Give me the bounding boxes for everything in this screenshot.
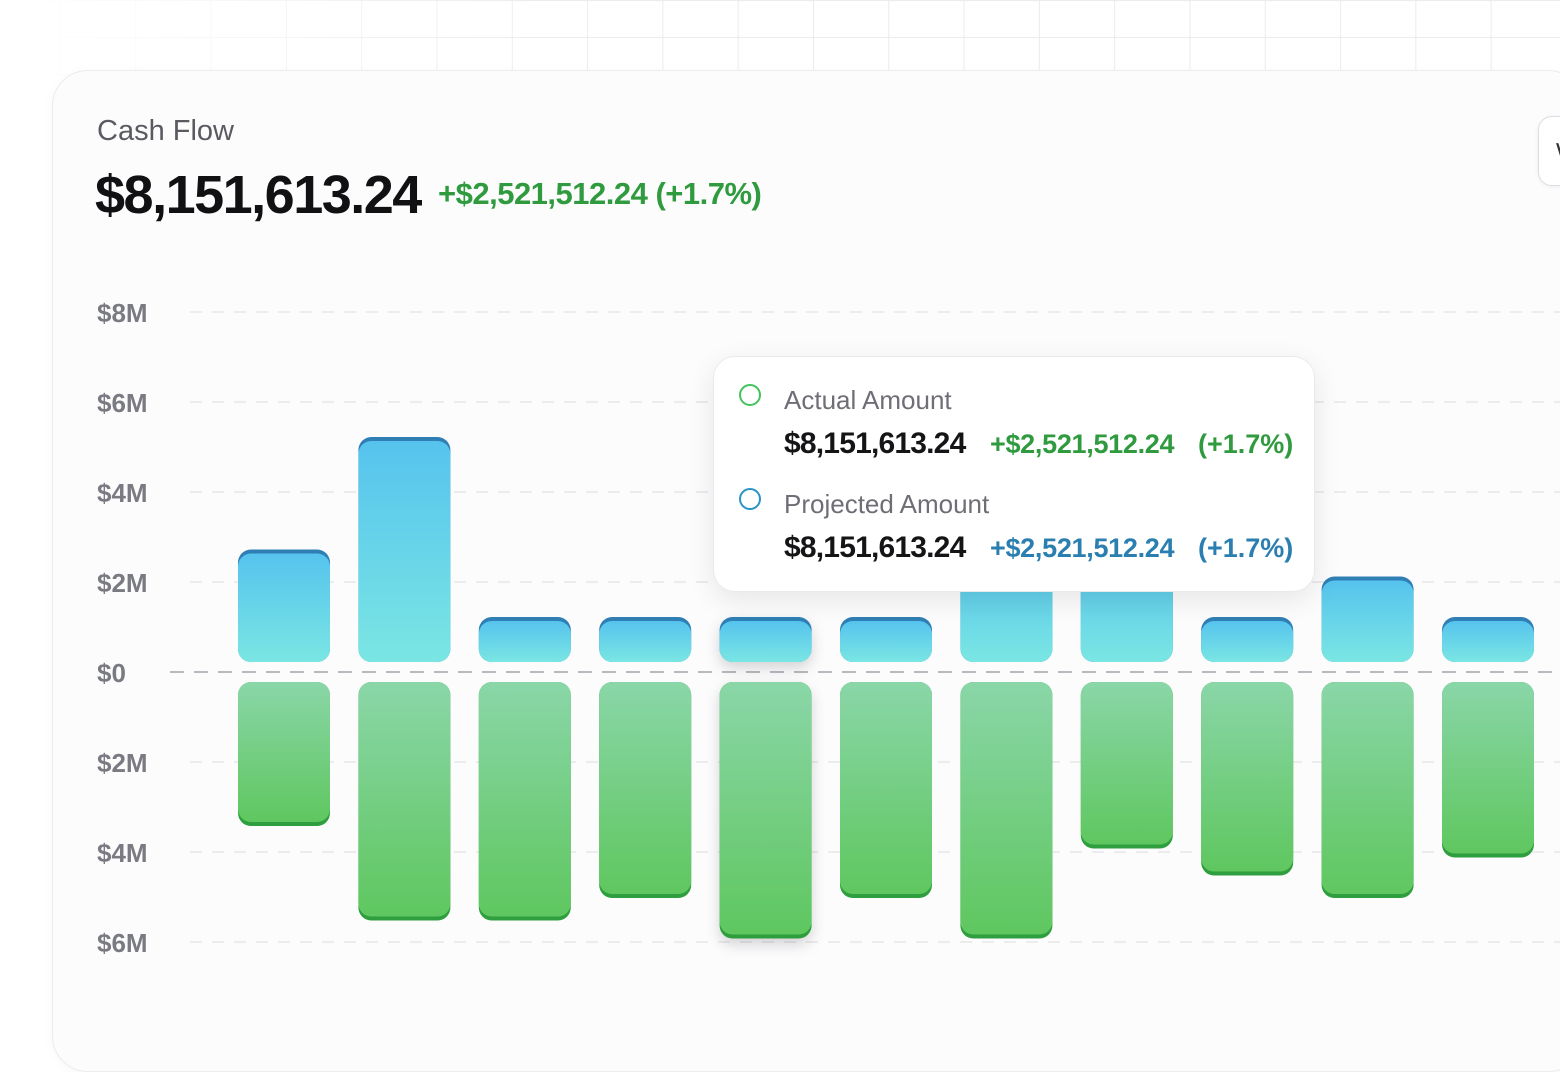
- total-change: +$2,521,512.24 (+1.7%): [438, 176, 762, 211]
- bar-group[interactable]: [840, 617, 932, 898]
- projected-amount-change: +$2,521,512.24: [990, 533, 1175, 563]
- actual-amount-value: $8,151,613.24: [784, 427, 966, 460]
- bar-group[interactable]: [358, 437, 451, 921]
- period-dropdown-button[interactable]: ∨: [1538, 116, 1560, 186]
- bar-group[interactable]: [960, 549, 1053, 939]
- bar-group[interactable]: [599, 617, 692, 898]
- bar-group[interactable]: [1321, 576, 1414, 899]
- card-title: Cash Flow: [97, 115, 234, 147]
- projected-legend-circle-icon: [739, 488, 761, 510]
- projected-bar[interactable]: [599, 621, 692, 662]
- projected-bar[interactable]: [1442, 621, 1534, 662]
- actual-amount-change: +$2,521,512.24: [990, 429, 1175, 459]
- actual-amount-percent: (+1.7%): [1198, 429, 1294, 459]
- actual-bar[interactable]: [599, 682, 692, 894]
- projected-amount-percent: (+1.7%): [1198, 533, 1294, 563]
- bar-group[interactable]: [1201, 617, 1294, 876]
- actual-legend-circle-icon: [739, 384, 761, 406]
- bar-group[interactable]: [1080, 549, 1173, 849]
- background-grid: [0, 0, 1560, 75]
- actual-bar[interactable]: [478, 682, 571, 917]
- chevron-down-icon: ∨: [1553, 135, 1560, 164]
- y-tick-label: $6M: [97, 388, 148, 418]
- actual-bar[interactable]: [960, 682, 1053, 935]
- bar-group[interactable]: [478, 617, 571, 921]
- bar-group[interactable]: [1442, 617, 1534, 858]
- y-tick-label: $4M: [97, 478, 148, 508]
- projected-bar[interactable]: [1321, 580, 1414, 663]
- actual-bar[interactable]: [238, 682, 330, 822]
- projected-bar[interactable]: [478, 621, 571, 662]
- y-tick-label: $2M: [97, 748, 148, 778]
- actual-amount-label: Actual Amount: [784, 385, 952, 415]
- actual-bar[interactable]: [840, 682, 932, 894]
- actual-bar[interactable]: [1080, 682, 1173, 845]
- bar-group[interactable]: [719, 617, 812, 939]
- projected-bar[interactable]: [719, 621, 812, 662]
- y-tick-label: $4M: [97, 838, 148, 868]
- y-tick-label: $8M: [97, 298, 148, 328]
- actual-bar[interactable]: [1201, 682, 1294, 872]
- actual-bar[interactable]: [1321, 682, 1414, 894]
- y-tick-label: $6M: [97, 928, 148, 958]
- y-tick-label: $2M: [97, 568, 148, 598]
- projected-bar[interactable]: [358, 441, 451, 662]
- projected-bar[interactable]: [840, 621, 932, 662]
- actual-bar[interactable]: [719, 682, 812, 935]
- cash-flow-chart: $8M $6M $4M $2M $0 $2M $4M $6M: [97, 298, 1560, 958]
- projected-bar[interactable]: [1201, 621, 1294, 662]
- actual-bar[interactable]: [358, 682, 451, 917]
- bar-group[interactable]: [238, 549, 330, 827]
- actual-bar[interactable]: [1442, 682, 1534, 854]
- chart-tooltip: Actual Amount $8,151,613.24 +$2,521,512.…: [713, 356, 1315, 592]
- projected-bar[interactable]: [238, 553, 330, 663]
- total-value: $8,151,613.24: [95, 165, 422, 225]
- projected-amount-value: $8,151,613.24: [784, 531, 966, 564]
- y-tick-label: $0: [97, 658, 126, 688]
- projected-amount-label: Projected Amount: [784, 489, 990, 519]
